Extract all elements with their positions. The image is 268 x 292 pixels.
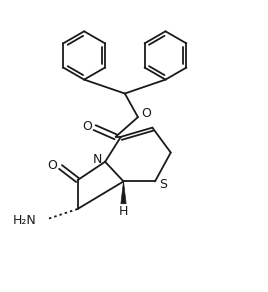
Text: S: S (159, 178, 167, 191)
Text: O: O (141, 107, 151, 121)
Polygon shape (121, 181, 126, 204)
Text: H: H (119, 205, 128, 218)
Text: O: O (82, 120, 92, 133)
Text: N: N (93, 153, 102, 166)
Text: O: O (48, 159, 58, 172)
Text: H₂N: H₂N (13, 214, 37, 227)
